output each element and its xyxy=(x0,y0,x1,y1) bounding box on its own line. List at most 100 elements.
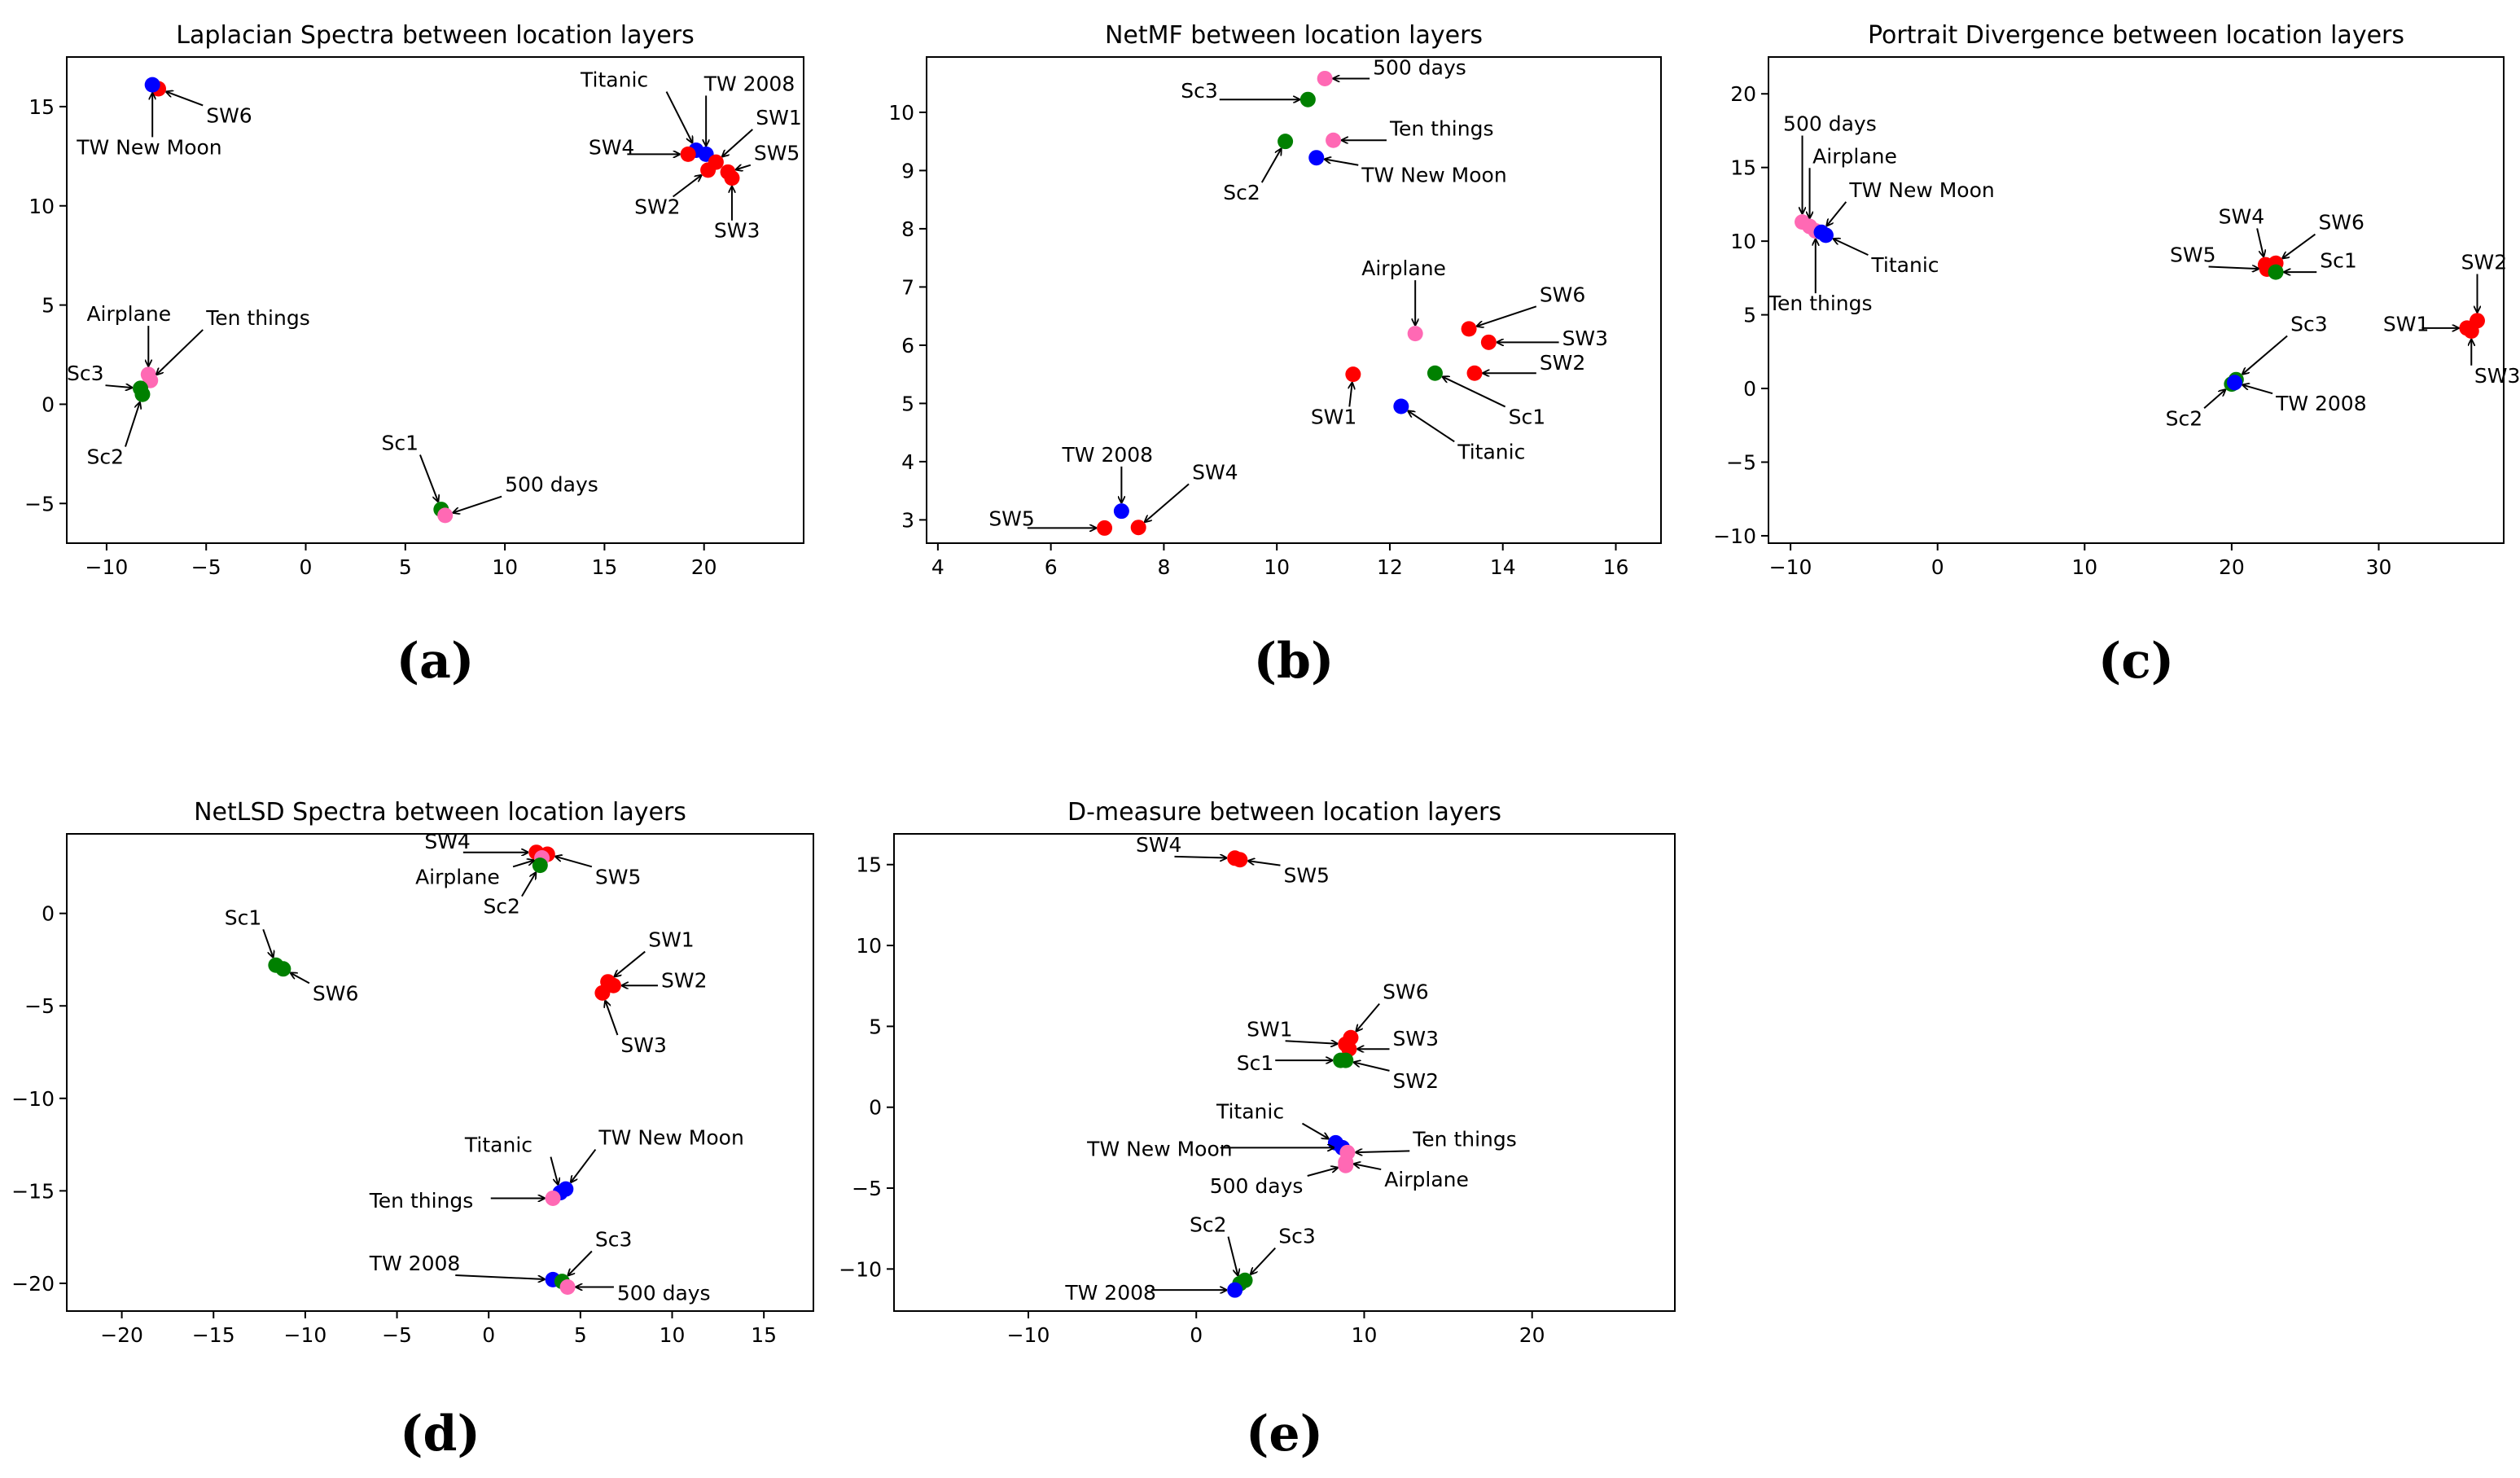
chart-1-plot-frame xyxy=(926,56,1662,544)
chart-0-arrow-sc3 xyxy=(105,385,133,388)
chart-2-annotation-sc3: Sc3 xyxy=(2290,312,2328,336)
chart-4-arrow-sw6 xyxy=(1356,1002,1380,1032)
chart-3-arrow-sw3 xyxy=(605,1001,619,1036)
chart-0-arrow-sw5 xyxy=(736,165,752,170)
chart-1-arrow-sc1 xyxy=(1442,377,1506,408)
chart-3-annotation-sw2: SW2 xyxy=(661,969,708,993)
chart-4-xtick-label: 10 xyxy=(1352,1323,1378,1347)
chart-2-annotation-sw1: SW1 xyxy=(2383,312,2430,336)
chart-3-arrow-sw1 xyxy=(614,950,646,977)
chart-1-point-sw6 xyxy=(1461,321,1477,337)
chart-1-point-500-days xyxy=(1317,70,1333,86)
chart-3-xtick-label: 15 xyxy=(751,1323,777,1347)
chart-4-arrow-500-days xyxy=(1307,1168,1338,1177)
chart-0-xtick-label: 10 xyxy=(492,555,518,579)
chart-2-title: Portrait Divergence between location lay… xyxy=(1868,21,2404,50)
chart-2-annotation-sc1: Sc1 xyxy=(2320,249,2357,273)
chart-3-arrow-tw-2008 xyxy=(455,1274,545,1279)
chart-4-xtick-label: 0 xyxy=(1190,1323,1203,1347)
chart-2-panel-label: (c) xyxy=(2098,633,2174,690)
chart-4-annotation-tw-2008: TW 2008 xyxy=(1064,1281,1156,1305)
chart-4-arrow-airplane xyxy=(1354,1164,1382,1171)
chart-0-xtick-label: −10 xyxy=(85,555,129,579)
chart-2-annotation-tw-2008: TW 2008 xyxy=(2275,392,2367,415)
chart-2-arrow-sw4 xyxy=(2256,228,2264,257)
chart-0-annotation-sw4: SW4 xyxy=(589,135,635,159)
chart-4-arrow-sw2 xyxy=(1354,1062,1390,1072)
panel-c-portrait-divergence: Portrait Divergence between location lay… xyxy=(1713,21,2520,690)
chart-2-ytick-label: 5 xyxy=(1743,304,1756,327)
chart-1-point-sw3 xyxy=(1480,334,1497,350)
chart-1-arrow-tw-new-moon xyxy=(1325,159,1359,166)
chart-2-point-sc1 xyxy=(2268,264,2284,280)
chart-2-annotation-sw5: SW5 xyxy=(2170,243,2216,266)
chart-2-annotation-ten-things: Ten things xyxy=(1768,292,1873,315)
chart-3-annotation-sw6: SW6 xyxy=(313,981,359,1005)
chart-4-annotation-sw4: SW4 xyxy=(1136,833,1182,857)
chart-0-ytick-label: 0 xyxy=(42,393,55,416)
chart-1-annotation-sc3: Sc3 xyxy=(1181,79,1218,103)
chart-3-arrow-sw5 xyxy=(555,857,593,868)
chart-1-annotation-sw5: SW5 xyxy=(988,507,1035,531)
chart-1-xtick-label: 8 xyxy=(1157,555,1170,579)
chart-4-ytick-label: 5 xyxy=(869,1015,882,1038)
chart-4-panel-label: (e) xyxy=(1246,1406,1323,1463)
chart-0-ytick-label: 15 xyxy=(28,95,55,119)
chart-1-annotation-sc2: Sc2 xyxy=(1223,181,1260,204)
chart-4-annotation-airplane: Airplane xyxy=(1384,1168,1469,1191)
chart-1-xtick-label: 10 xyxy=(1264,555,1290,579)
chart-2-point-sw3 xyxy=(2463,322,2479,339)
chart-0-xtick-label: 5 xyxy=(399,555,412,579)
chart-2-ytick-label: 15 xyxy=(1730,156,1756,180)
chart-4-point-sw5 xyxy=(1232,852,1248,868)
chart-2-annotation-sw2: SW2 xyxy=(2461,251,2508,274)
chart-4-arrow-sw5 xyxy=(1248,861,1281,866)
chart-0-annotation-sw3: SW3 xyxy=(714,219,760,243)
chart-3-point-sc2 xyxy=(532,857,548,874)
chart-1-point-tw-2008 xyxy=(1113,503,1129,520)
chart-0-arrow-500-days xyxy=(453,495,502,513)
chart-4-annotation-sw6: SW6 xyxy=(1383,980,1429,1004)
chart-2-arrow-tw-2008 xyxy=(2242,385,2273,395)
chart-2-annotation-sw4: SW4 xyxy=(2219,204,2265,228)
chart-3-plot-frame xyxy=(66,833,814,1312)
chart-3-point-ten-things xyxy=(545,1190,561,1206)
chart-0-point-sw4 xyxy=(680,146,696,162)
chart-4-annotation-titanic: Titanic xyxy=(1216,1100,1284,1124)
chart-3-arrow-sc3 xyxy=(568,1250,593,1276)
chart-4-arrow-titanic xyxy=(1301,1122,1328,1139)
chart-1-annotation-airplane: Airplane xyxy=(1361,257,1446,280)
chart-2-arrow-sw5 xyxy=(2208,266,2259,269)
chart-4-title: D-measure between location layers xyxy=(1067,798,1501,827)
chart-1-arrow-sc2 xyxy=(1260,148,1282,183)
chart-2-arrow-tw-new-moon xyxy=(1826,201,1847,226)
chart-4-annotation-sw2: SW2 xyxy=(1393,1069,1440,1093)
chart-3-ytick-label: −20 xyxy=(11,1272,55,1296)
chart-2-arrow-titanic xyxy=(1833,239,1869,257)
chart-0-annotation-tw-new-moon: TW New Moon xyxy=(76,135,221,159)
chart-4-annotation-sc1: Sc1 xyxy=(1237,1051,1274,1075)
chart-1-arrow-sw6 xyxy=(1477,305,1537,326)
chart-1-point-ten-things xyxy=(1326,132,1342,148)
chart-2-annotation-titanic: Titanic xyxy=(1870,253,1939,277)
chart-1-annotation-sw1: SW1 xyxy=(1311,405,1357,428)
chart-0-point-500-days xyxy=(437,507,454,524)
chart-3-annotation-sw5: SW5 xyxy=(595,865,642,888)
chart-3-annotation-sw1: SW1 xyxy=(648,928,695,952)
chart-2-arrow-sc2 xyxy=(2203,389,2225,410)
chart-1-arrow-sw4 xyxy=(1145,483,1190,522)
chart-0-panel-label: (a) xyxy=(397,633,475,690)
chart-1-annotation-titanic: Titanic xyxy=(1457,440,1525,463)
chart-0-point-tw-new-moon xyxy=(144,77,160,93)
chart-2-ytick-label: 20 xyxy=(1730,82,1756,106)
chart-4-arrow-ten-things xyxy=(1356,1151,1410,1152)
chart-4-point-tw-2008 xyxy=(1227,1282,1243,1298)
chart-0-title: Laplacian Spectra between location layer… xyxy=(176,21,694,50)
chart-1-arrow-titanic xyxy=(1408,411,1455,443)
chart-2-point-titanic xyxy=(1817,227,1834,243)
chart-1-annotation-sw6: SW6 xyxy=(1540,283,1586,306)
chart-3-ytick-label: −15 xyxy=(11,1179,55,1203)
chart-2-point-tw-2008 xyxy=(2227,375,2243,391)
chart-2-xtick-label: 10 xyxy=(2071,555,2097,579)
